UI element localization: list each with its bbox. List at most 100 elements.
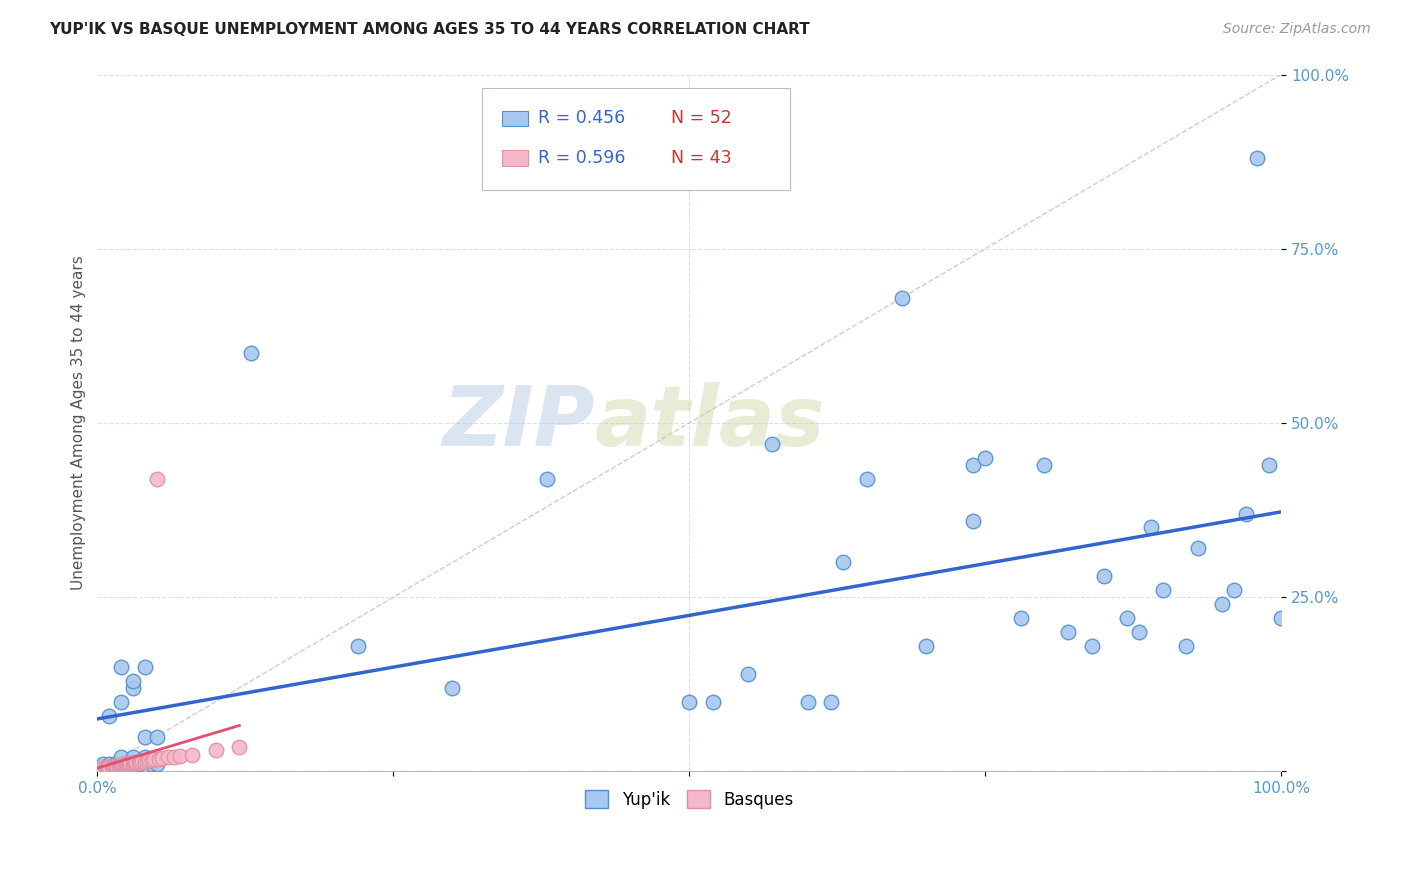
Point — [678, 695, 700, 709]
Point — [1057, 625, 1080, 640]
Point — [915, 639, 938, 653]
Point — [1080, 639, 1102, 653]
Point — [441, 681, 464, 695]
Point — [139, 757, 162, 772]
Point — [96, 759, 118, 773]
Point — [110, 695, 132, 709]
Point — [169, 749, 191, 764]
Point — [101, 759, 124, 773]
Legend: Yup'ik, Basques: Yup'ik, Basques — [578, 784, 800, 815]
Point — [145, 730, 167, 744]
Point — [108, 758, 131, 772]
Point — [1010, 611, 1032, 625]
Point — [103, 760, 125, 774]
Point — [94, 760, 117, 774]
Point — [143, 752, 166, 766]
Point — [125, 755, 148, 769]
Point — [97, 761, 120, 775]
Point — [1211, 597, 1233, 611]
Point — [98, 757, 121, 772]
Point — [1246, 151, 1268, 165]
Text: N = 43: N = 43 — [672, 149, 733, 167]
Point — [104, 759, 127, 773]
Text: R = 0.596: R = 0.596 — [537, 149, 626, 167]
Point — [148, 752, 170, 766]
Point — [134, 730, 156, 744]
Text: atlas: atlas — [595, 383, 825, 464]
Point — [145, 757, 167, 772]
Y-axis label: Unemployment Among Ages 35 to 44 years: Unemployment Among Ages 35 to 44 years — [72, 256, 86, 591]
Point — [134, 755, 156, 769]
Point — [98, 760, 121, 774]
Point — [112, 757, 135, 772]
Text: R = 0.456: R = 0.456 — [537, 110, 624, 128]
Point — [152, 751, 174, 765]
Point — [1152, 583, 1174, 598]
Point — [107, 759, 129, 773]
Point — [832, 555, 855, 569]
Point — [138, 753, 160, 767]
Point — [1140, 520, 1163, 534]
Point — [855, 472, 877, 486]
Point — [104, 757, 127, 772]
Point — [115, 757, 138, 772]
Point — [157, 750, 180, 764]
Point — [796, 695, 818, 709]
Point — [100, 759, 122, 773]
Point — [121, 681, 143, 695]
Point — [98, 708, 121, 723]
Point — [114, 758, 136, 772]
Bar — [502, 151, 529, 166]
Point — [110, 750, 132, 764]
Point — [962, 458, 984, 472]
Point — [145, 472, 167, 486]
Point — [891, 291, 914, 305]
Point — [1234, 507, 1257, 521]
Point — [702, 695, 724, 709]
Point — [107, 759, 129, 773]
Point — [240, 346, 263, 360]
Point — [820, 695, 842, 709]
Point — [1187, 541, 1209, 556]
Point — [121, 750, 143, 764]
Point — [91, 757, 114, 772]
Point — [181, 747, 204, 762]
Point — [228, 739, 250, 754]
Point — [1092, 569, 1115, 583]
Point — [346, 639, 368, 653]
Point — [129, 755, 152, 769]
Text: ZIP: ZIP — [441, 383, 595, 464]
Bar — [502, 111, 529, 126]
Point — [974, 450, 997, 465]
Point — [118, 756, 141, 771]
Point — [128, 757, 150, 772]
Point — [110, 660, 132, 674]
Point — [115, 756, 138, 771]
Point — [204, 743, 226, 757]
Point — [121, 673, 143, 688]
Point — [1116, 611, 1139, 625]
Point — [163, 749, 186, 764]
Point — [536, 472, 558, 486]
Point — [134, 660, 156, 674]
Point — [1222, 583, 1244, 598]
Text: N = 52: N = 52 — [672, 110, 733, 128]
Point — [117, 757, 139, 772]
Point — [1128, 625, 1150, 640]
Point — [141, 752, 163, 766]
Point — [131, 754, 153, 768]
Point — [120, 756, 142, 770]
Point — [1258, 458, 1281, 472]
Point — [110, 759, 132, 773]
Point — [737, 666, 759, 681]
Point — [124, 756, 146, 770]
Point — [105, 759, 128, 773]
Point — [114, 757, 136, 772]
Point — [134, 750, 156, 764]
Point — [91, 761, 114, 775]
Point — [122, 756, 145, 770]
Point — [962, 514, 984, 528]
Point — [1175, 639, 1198, 653]
Text: Source: ZipAtlas.com: Source: ZipAtlas.com — [1223, 22, 1371, 37]
Point — [121, 756, 143, 771]
